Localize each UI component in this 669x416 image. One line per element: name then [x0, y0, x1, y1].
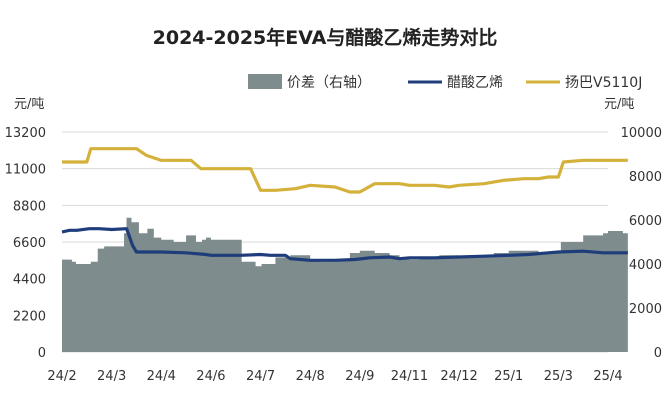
right-tick-label: 8000: [629, 170, 662, 185]
x-tick-label: 24/9: [345, 369, 374, 384]
right-tick-label: 2000: [629, 302, 662, 317]
series-line-vam: [61, 227, 628, 262]
x-tick-label: 24/12: [440, 369, 477, 384]
x-tick-label: 25/3: [544, 369, 573, 384]
left-axis: 0 2200 4400 6600 8800 11000 13200: [5, 126, 46, 361]
x-tick-label: 24/7: [246, 369, 275, 384]
left-tick-label: 6600: [13, 236, 46, 251]
legend-label-spread: 价差（右轴）: [287, 75, 371, 91]
right-tick-label: 10000: [621, 126, 662, 141]
legend-label-yangba: 扬巴V5110J: [565, 75, 642, 91]
line-layer: [61, 147, 628, 262]
x-tick-label: 25/4: [593, 369, 622, 384]
left-tick-label: 2200: [13, 309, 46, 324]
right-tick-label: 0: [654, 346, 662, 361]
series-line-yangba: [62, 147, 628, 194]
right-axis: 0 2000 4000 6000 8000 10000: [621, 126, 662, 361]
left-tick-label: 13200: [5, 126, 46, 141]
x-axis: 24/2 24/3 24/4 24/6 24/7 24/8 24/9 24/11 24/12 25…: [47, 369, 622, 384]
left-axis-unit: 元/吨: [14, 97, 44, 112]
legend: 价差（右轴） 醋酸乙烯 扬巴V5110J: [248, 74, 642, 91]
right-tick-label: 6000: [629, 214, 662, 229]
left-tick-label: 8800: [13, 199, 46, 214]
left-tick-label: 11000: [5, 163, 46, 178]
x-tick-label: 24/2: [47, 369, 76, 384]
x-tick-label: 24/3: [97, 369, 126, 384]
chart-title: 2024-2025年EVA与醋酸乙烯走势对比: [153, 26, 498, 49]
x-tick-label: 24/6: [196, 369, 225, 384]
left-tick-label: 4400: [13, 273, 46, 288]
x-tick-label: 24/8: [296, 369, 325, 384]
right-tick-label: 4000: [629, 258, 662, 273]
right-axis-unit: 元/吨: [604, 97, 634, 112]
legend-label-vam: 醋酸乙烯: [447, 75, 503, 91]
left-tick-label: 0: [38, 346, 46, 361]
x-tick-label: 24/4: [147, 369, 176, 384]
area-layer: [62, 217, 628, 352]
x-tick-label: 25/1: [494, 369, 523, 384]
x-tick-label: 24/11: [391, 369, 428, 384]
series-area-spread: [62, 217, 628, 352]
legend-swatch-spread: [248, 74, 282, 89]
